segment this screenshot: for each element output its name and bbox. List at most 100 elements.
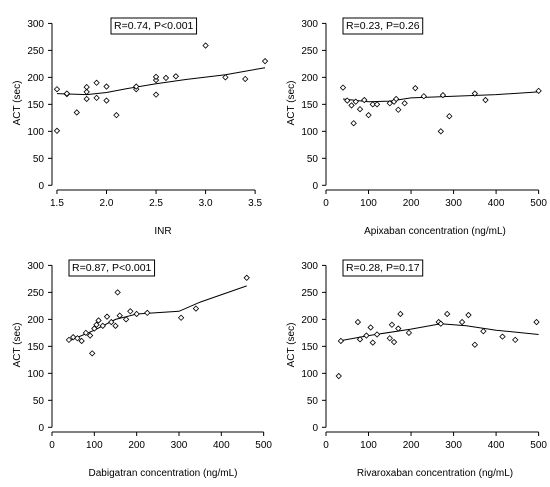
data-point (83, 88, 90, 96)
data-point (222, 74, 229, 81)
y-tick-label: 50 (33, 154, 45, 165)
x-axis-title: Apixaban concentration (ng/mL) (364, 226, 506, 237)
data-point (242, 75, 249, 83)
y-tick-label: 200 (301, 73, 318, 84)
data-point (535, 87, 542, 95)
x-tick-label: 400 (488, 198, 505, 209)
x-tick-label: 2.0 (100, 198, 114, 209)
data-point (116, 312, 123, 319)
data-point (437, 128, 444, 135)
x-tick-label: 500 (255, 440, 272, 451)
data-point (122, 316, 130, 323)
x-tick-label: 100 (360, 440, 377, 451)
data-point (344, 97, 351, 104)
data-point (243, 274, 250, 281)
data-point (99, 322, 106, 330)
x-tick-label: 400 (488, 440, 505, 451)
x-tick-label: 3.0 (199, 198, 213, 209)
y-tick-label: 100 (301, 369, 318, 380)
data-point (365, 111, 372, 119)
stats-annotation: R=0.28, P=0.17 (346, 262, 420, 274)
data-point (499, 333, 506, 340)
x-axis-title: Dabigatran concentration (ng/mL) (89, 468, 238, 479)
y-axis-title: ACT (sec) (286, 81, 297, 126)
data-point (420, 93, 427, 100)
y-axis-title: ACT (sec) (286, 323, 297, 368)
data-point (397, 310, 404, 318)
data-point (108, 318, 115, 326)
x-tick-label: 0 (323, 440, 329, 451)
data-point (337, 337, 345, 345)
x-axis-title: Rivaroxaban concentration (ng/mL) (357, 468, 513, 479)
x-tick-label: 200 (128, 440, 145, 451)
data-point (63, 90, 71, 97)
x-tick-label: 100 (86, 440, 103, 451)
y-tick-label: 50 (307, 396, 319, 407)
y-tick-label: 0 (312, 181, 318, 192)
y-tick-label: 250 (301, 288, 318, 299)
y-tick-label: 250 (27, 288, 44, 299)
data-point (437, 320, 444, 327)
chart-panel-rivaroxaban: 0 50 100 150 200 250 300 0 100 200 300 400 500 Rivaro… (286, 259, 547, 479)
y-tick-label: 100 (301, 127, 318, 138)
data-point (412, 84, 419, 92)
data-point (162, 74, 170, 82)
stats-annotation-box (342, 17, 424, 35)
data-point (133, 310, 140, 318)
data-point (93, 79, 100, 86)
data-point (177, 314, 185, 321)
y-tick-label: 50 (33, 396, 45, 407)
data-point (152, 91, 160, 98)
data-point (192, 305, 200, 312)
data-point (53, 86, 61, 93)
data-point (465, 311, 472, 319)
data-point (401, 100, 408, 107)
data-point (93, 94, 100, 102)
data-point (83, 95, 90, 103)
data-point (367, 324, 374, 331)
data-point (390, 338, 398, 346)
x-tick-label: 100 (360, 198, 377, 209)
data-point (127, 308, 134, 315)
chart-panel-inr: 0 50 100 150 200 250 300 1.5 2.0 2.5 3.0 3.5 INR ACT … (12, 17, 269, 237)
data-point (392, 95, 400, 103)
data-point (439, 92, 447, 99)
data-point (89, 350, 96, 357)
x-axis-title: INR (154, 226, 171, 237)
data-point (339, 84, 347, 91)
data-point (103, 313, 111, 320)
data-point (395, 325, 402, 332)
data-point (82, 329, 90, 337)
data-point (386, 335, 393, 342)
y-tick-label: 50 (307, 154, 319, 165)
data-point (361, 96, 368, 104)
data-point (471, 90, 479, 97)
data-point (202, 42, 209, 49)
data-point (152, 73, 160, 80)
fit-line (68, 285, 247, 342)
data-point (482, 96, 489, 104)
y-tick-label: 0 (312, 423, 318, 434)
data-point (369, 101, 376, 108)
data-point (335, 372, 342, 380)
x-tick-label: 200 (403, 440, 420, 451)
data-point (373, 101, 381, 108)
data-point (83, 83, 90, 91)
x-tick-label: 300 (445, 440, 462, 451)
y-tick-label: 300 (301, 261, 318, 272)
data-point (480, 328, 487, 335)
stats-annotation: R=0.23, P=0.26 (346, 20, 420, 32)
y-tick-label: 0 (38, 423, 44, 434)
fit-line (342, 91, 539, 103)
data-point (471, 341, 479, 348)
data-point (386, 100, 393, 107)
stats-annotation-box (68, 259, 156, 277)
y-tick-label: 100 (27, 127, 44, 138)
y-tick-label: 150 (27, 342, 44, 353)
x-tick-label: 2.5 (149, 198, 163, 209)
data-point (352, 98, 359, 105)
stats-annotation: R=0.74, P<0.001 (114, 20, 194, 32)
data-point (152, 76, 160, 84)
x-tick-label: 400 (213, 440, 230, 451)
